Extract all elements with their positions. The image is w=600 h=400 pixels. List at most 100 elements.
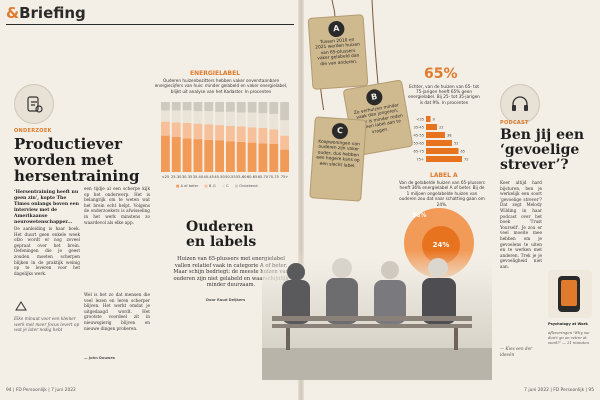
- x-tick-label: 25-30: [171, 175, 182, 179]
- left-quote: Elke minuut voor een kleiner werk met me…: [14, 316, 80, 333]
- bar-segment: [215, 111, 224, 126]
- chart-x-labels: <25 25-30 30-35 35-40 40-45 45-50 50-55 55-60 60…: [162, 175, 289, 179]
- bar-segment: [236, 141, 246, 172]
- stat-65-pct: 65%: [424, 66, 458, 82]
- left-headline-line: hersentraining: [14, 167, 140, 185]
- bar-segment: [236, 102, 246, 113]
- stat-row-bar: [426, 140, 452, 146]
- label-a-inner-pct: 24%: [432, 241, 450, 249]
- x-tick-label: 30-35: [182, 175, 192, 179]
- left-lede: ‘Hersentraining heeft nu geen zin’, kopt…: [14, 190, 79, 225]
- stat-row-label: 45-55: [414, 134, 424, 138]
- bar-segment: [215, 102, 224, 112]
- section-ampersand: &: [6, 4, 20, 22]
- bar-segment: [171, 102, 181, 111]
- stat-65-bars: <35 9 35-45 22 45-55 38 55-65 52 65-75 65 75+ 72: [414, 116, 469, 162]
- bar-segment: [204, 139, 214, 172]
- bar-segment: [182, 138, 192, 172]
- bar-segment: [215, 125, 224, 141]
- bar-segment: [269, 144, 279, 172]
- x-tick-label: 55-60: [236, 175, 247, 179]
- right-headline-line: Ben jij een: [500, 127, 585, 143]
- left-kicker: ONDERZOEK: [14, 128, 52, 134]
- tag-text: Tussen 2010 en 2021 werden huizen van 65…: [315, 37, 361, 67]
- bar-segment: [204, 111, 214, 125]
- legend-bg: ■ B-G: [204, 184, 216, 188]
- bar-segment: [161, 135, 170, 172]
- label-a-outer-pct: 36%: [412, 212, 427, 219]
- bar-segment: [182, 123, 192, 139]
- x-tick-label: 60-65: [247, 175, 257, 179]
- tag-letter: B: [365, 88, 384, 107]
- promo-text: afleveringen 'Why we don't go on retire …: [548, 330, 590, 345]
- stat-row-value: 38: [447, 134, 452, 138]
- stat-row-value: 9: [433, 118, 436, 122]
- x-tick-label: <25: [162, 175, 170, 179]
- right-headline: Ben jij een ‘gevoelige strever’?: [500, 128, 596, 173]
- stat-row-bar: [426, 116, 431, 122]
- bar-segment: [258, 127, 268, 144]
- bar-segment: [204, 124, 214, 140]
- feature-headline: Ouderen en labels: [186, 220, 296, 250]
- stat-row-value: 52: [454, 142, 459, 146]
- bar-segment: [161, 102, 170, 111]
- bar-segment: [161, 121, 170, 136]
- bar-segment: [171, 137, 181, 172]
- legend-c: ■ C: [221, 184, 229, 188]
- x-tick-label: 40-45: [204, 175, 214, 179]
- promo-title: Psychology at Work: [548, 322, 588, 326]
- left-signature: — John Douwes: [84, 356, 115, 360]
- stat-row-label: <35: [416, 118, 424, 122]
- left-headline-line: Productiever: [14, 135, 123, 153]
- bar-segment: [236, 112, 246, 127]
- bar-segment: [215, 140, 224, 172]
- x-tick-label: 35-40: [193, 175, 204, 179]
- bar-segment: [269, 113, 279, 130]
- legend-unknown: ■ Onbekend: [234, 184, 258, 188]
- bar-segment: [226, 141, 235, 172]
- bar-segment: [269, 102, 279, 114]
- feature-byline: Door Ruud Deijkers: [206, 298, 246, 302]
- quote-icon: [14, 298, 28, 317]
- x-tick-label: 45-50: [214, 175, 225, 179]
- page-gutter: [298, 0, 304, 400]
- bar-segment: [193, 111, 203, 124]
- bar-segment: [182, 110, 192, 123]
- tag-letter: C: [331, 122, 349, 140]
- bar-segment: [171, 122, 181, 137]
- feature-intro: Huizen van 65-plussers met energielabel …: [173, 256, 289, 289]
- stat-row-bar: [426, 148, 459, 154]
- label-a-text: Van de gelabelde huizen van 65-plussers …: [398, 180, 485, 207]
- right-kicker: PODCAST: [500, 120, 529, 126]
- left-headline: Productiever worden met hersentraining: [14, 135, 140, 185]
- stat-65-text: Echter, van de huizen van 65- tot 75-jar…: [408, 84, 480, 105]
- bar-segment: [226, 111, 235, 126]
- bar-segment: [280, 135, 289, 150]
- bar-segment: [193, 102, 203, 112]
- bar-segment: [247, 142, 257, 172]
- stat-row-value: 22: [439, 126, 444, 130]
- right-headline-line: strever’?: [500, 157, 569, 173]
- bar-segment: [247, 112, 257, 128]
- bar-segment: [258, 143, 268, 172]
- left-body-col3: Wel is het zo dat mensen die veel lezen …: [84, 292, 150, 331]
- bar-segment: [258, 102, 268, 114]
- left-body-col1: De aanleiding is haar boek. Het duurt ge…: [14, 226, 80, 276]
- bar-segment: [280, 149, 289, 172]
- bar-segment: [280, 120, 289, 136]
- bar-segment: [247, 102, 257, 113]
- bar-segment: [182, 102, 192, 111]
- left-headline-line: worden met: [14, 151, 114, 169]
- bar-segment: [236, 126, 246, 142]
- footer-right: 7 juni 2022 | FD Persoonlijk | 95: [524, 388, 594, 393]
- section-title: &Briefing: [6, 4, 86, 22]
- bar-segment: [193, 139, 203, 172]
- section-label: Briefing: [19, 4, 86, 22]
- x-tick-label: 75+: [281, 175, 289, 179]
- stat-row-bar: [426, 132, 445, 138]
- chart-subtitle: Ouderen huizenbezitters hebben vaker onv…: [154, 78, 288, 94]
- x-tick-label: 70-75: [269, 175, 279, 179]
- stat-row-value: 65: [461, 150, 466, 154]
- bar-segment: [280, 102, 289, 121]
